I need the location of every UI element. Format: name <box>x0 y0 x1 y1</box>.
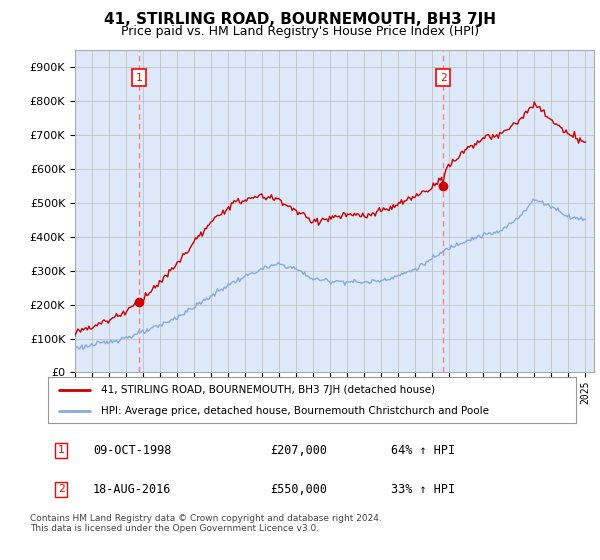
Text: 64% ↑ HPI: 64% ↑ HPI <box>391 444 455 457</box>
Text: Price paid vs. HM Land Registry's House Price Index (HPI): Price paid vs. HM Land Registry's House … <box>121 25 479 38</box>
Text: HPI: Average price, detached house, Bournemouth Christchurch and Poole: HPI: Average price, detached house, Bour… <box>101 407 489 416</box>
Text: 1: 1 <box>136 72 143 82</box>
Text: 33% ↑ HPI: 33% ↑ HPI <box>391 483 455 496</box>
Text: 41, STIRLING ROAD, BOURNEMOUTH, BH3 7JH (detached house): 41, STIRLING ROAD, BOURNEMOUTH, BH3 7JH … <box>101 385 435 395</box>
Text: 18-AUG-2016: 18-AUG-2016 <box>93 483 171 496</box>
Text: £207,000: £207,000 <box>270 444 327 457</box>
Text: 2: 2 <box>440 72 446 82</box>
Text: 2: 2 <box>58 484 65 494</box>
Text: £550,000: £550,000 <box>270 483 327 496</box>
Text: Contains HM Land Registry data © Crown copyright and database right 2024.
This d: Contains HM Land Registry data © Crown c… <box>30 514 382 534</box>
Text: 41, STIRLING ROAD, BOURNEMOUTH, BH3 7JH: 41, STIRLING ROAD, BOURNEMOUTH, BH3 7JH <box>104 12 496 27</box>
Text: 09-OCT-1998: 09-OCT-1998 <box>93 444 171 457</box>
Text: 1: 1 <box>58 445 65 455</box>
